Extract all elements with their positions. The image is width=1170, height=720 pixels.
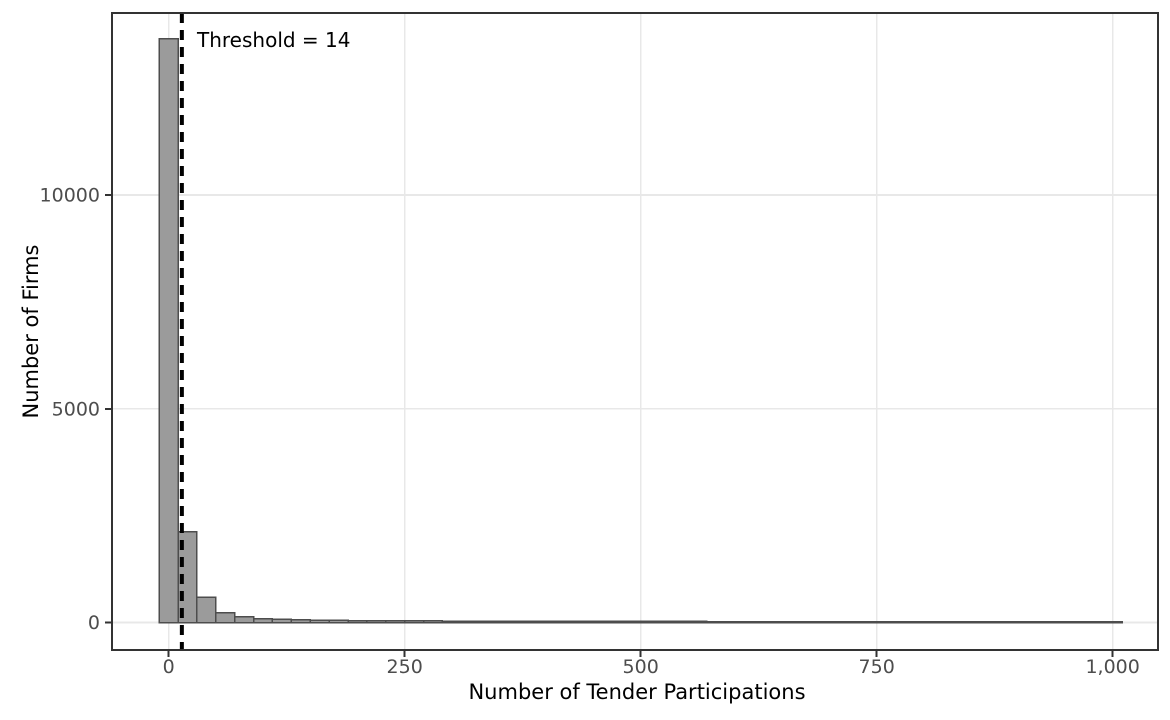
- histogram-bar: [1045, 621, 1067, 624]
- histogram-bar: [233, 616, 255, 624]
- histogram-bar: [573, 620, 595, 624]
- histogram-bar: [536, 620, 557, 624]
- histogram-bar: [309, 619, 330, 624]
- y-tick-label: 5000: [52, 398, 100, 420]
- x-tick-label: 500: [623, 656, 659, 678]
- histogram-bar: [875, 620, 897, 624]
- histogram-bar: [554, 620, 576, 624]
- histogram-bar: [932, 620, 953, 624]
- x-axis-title: Number of Tender Participations: [468, 680, 805, 704]
- histogram-bar: [838, 620, 859, 624]
- threshold-annotation: Threshold = 14: [196, 28, 351, 52]
- histogram-bar: [951, 620, 972, 624]
- histogram-bar: [762, 620, 784, 624]
- histogram-bar: [687, 620, 708, 624]
- histogram-bar: [403, 620, 425, 624]
- histogram-bar: [479, 620, 500, 624]
- axis-ticks-layer: [105, 193, 1114, 657]
- histogram-bar: [215, 611, 236, 624]
- plot-panel-border: [111, 12, 1159, 651]
- y-axis-title: Number of Firms: [19, 245, 43, 419]
- histogram-bar: [347, 619, 368, 624]
- histogram-bar: [913, 620, 935, 624]
- histogram-bar: [366, 619, 387, 624]
- x-tick-label: 250: [387, 656, 423, 678]
- histogram-bar: [743, 620, 765, 624]
- histogram-bar: [196, 596, 217, 624]
- histogram-bar: [328, 619, 349, 624]
- histogram-bar: [422, 620, 444, 624]
- tick-labels-layer: 0 250 500 750 1,000 0 5000 10000: [40, 184, 1140, 678]
- y-tick-label: 10000: [40, 184, 100, 206]
- histogram-bar: [819, 620, 840, 624]
- x-tick-label: 0: [163, 656, 175, 678]
- histogram-bar: [385, 620, 406, 624]
- histogram-bar: [1102, 621, 1123, 624]
- histogram-bar: [441, 620, 463, 624]
- x-tick-label: 750: [859, 656, 895, 678]
- histogram-bar: [800, 620, 821, 624]
- histogram-bar: [857, 620, 878, 624]
- histogram-bar: [1064, 621, 1086, 624]
- histogram-bar: [252, 617, 274, 624]
- histogram-bar: [611, 620, 632, 624]
- histogram-bar: [894, 620, 916, 624]
- panel-border-layer: [111, 12, 1159, 651]
- histogram-bar: [271, 618, 293, 624]
- histogram-bar: [517, 620, 538, 624]
- histogram-bar: [989, 621, 1010, 624]
- histogram-bar: [158, 38, 179, 624]
- histogram-bar: [1026, 621, 1048, 624]
- histogram-bar: [781, 620, 802, 624]
- histogram-bar: [668, 620, 689, 624]
- histogram-bar: [460, 620, 481, 624]
- y-tick-label: 0: [88, 612, 100, 634]
- histogram-bar: [970, 620, 991, 624]
- histogram-bar: [1083, 621, 1104, 624]
- histogram-bars-layer: [158, 38, 1123, 624]
- histogram-bar: [630, 620, 651, 624]
- histogram-bar: [705, 620, 727, 624]
- histogram-bar: [498, 620, 519, 624]
- histogram-bar: [724, 620, 746, 624]
- histogram-bar: [290, 619, 311, 624]
- histogram-bar: [649, 620, 670, 624]
- histogram-bar: [1008, 621, 1029, 624]
- histogram-bar: [592, 620, 614, 624]
- x-tick-label: 1,000: [1085, 656, 1139, 678]
- gridlines-layer: [112, 13, 1158, 650]
